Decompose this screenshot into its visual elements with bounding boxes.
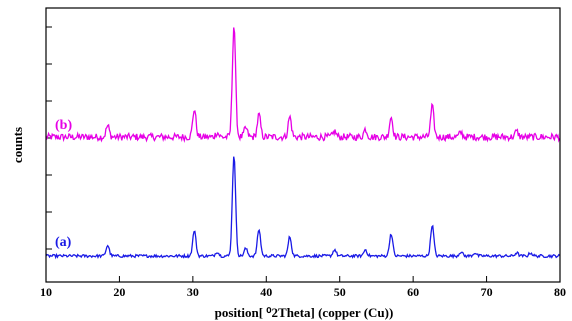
x-tick-label: 10 — [40, 285, 52, 299]
series-line-a — [45, 156, 561, 260]
x-tick-label: 50 — [334, 285, 346, 299]
y-axis-label: counts — [10, 127, 25, 163]
series-line-b — [45, 27, 561, 143]
series-label-a: (a) — [55, 235, 72, 250]
x-tick-label: 70 — [481, 285, 493, 299]
x-tick-label: 60 — [407, 285, 419, 299]
x-tick-label: 30 — [187, 285, 199, 299]
x-tick-label: 40 — [260, 285, 272, 299]
x-axis-label: position[ ⁰2Theta] (copper (Cu)) — [215, 305, 394, 320]
series-label-b: (b) — [55, 118, 72, 133]
traces — [45, 27, 561, 260]
plot-frame — [45, 7, 561, 283]
x-axis-ticks: 10 20 30 40 50 60 70 80 — [40, 276, 566, 299]
x-tick-label: 80 — [554, 285, 566, 299]
x-tick-label: 20 — [113, 285, 125, 299]
